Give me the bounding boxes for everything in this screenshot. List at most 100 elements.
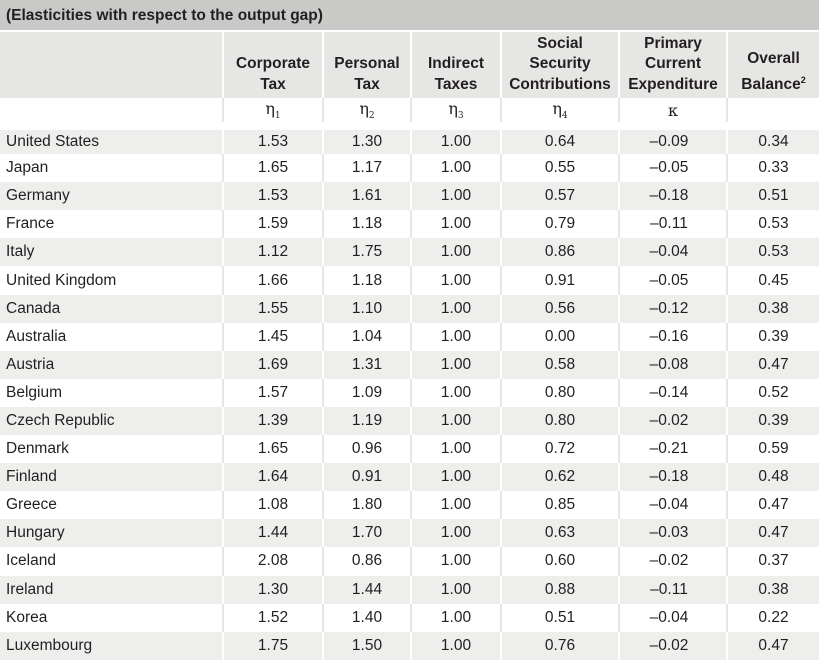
header-line: Social [537,34,583,52]
country-cell: Belgium [0,378,223,407]
value-cell: 0.37 [726,547,819,576]
value-cell: 1.30 [322,126,411,155]
value-cell: 0.64 [500,126,619,155]
header-line: Personal [334,55,400,72]
header-line: Expenditure [628,75,718,93]
value-cell: 1.17 [322,154,411,183]
value-cell: –0.03 [618,519,727,548]
symbol: η [552,98,562,118]
value-cell: 1.00 [410,154,501,183]
symbol: η [448,98,458,118]
symbol-subscript: 3 [457,111,464,122]
symbol-subscript: 4 [561,111,568,122]
value-cell: 1.00 [410,210,501,239]
value-cell: 1.19 [322,406,411,436]
indirect-taxes-header: Indirect Taxes [410,32,501,98]
value-cell: 1.00 [410,435,501,464]
value-cell: –0.16 [618,322,727,351]
value-cell: 0.39 [726,322,819,351]
symbol: η [359,98,369,118]
value-cell: –0.05 [618,154,727,183]
value-cell: 0.72 [500,435,619,464]
value-cell: 1.00 [410,406,501,436]
country-cell: Italy [0,238,223,267]
value-cell: 1.65 [222,435,323,464]
value-cell: 0.80 [500,378,619,407]
footnote-marker: 2 [800,74,806,85]
table-row: Korea 1.52 1.40 1.00 0.51 –0.04 0.22 [0,603,819,632]
value-cell: 1.53 [222,126,323,155]
country-cell: Hungary [0,519,223,548]
value-cell: 1.12 [222,238,323,267]
overall-balance-header: Overall Balance2 [726,32,819,98]
value-cell: 1.39 [222,406,323,436]
symbol: η [265,98,275,118]
value-cell: 1.08 [222,491,323,520]
value-cell: 1.65 [222,154,323,183]
value-cell: –0.04 [618,491,727,520]
header-line: Overall [747,50,800,67]
value-cell: 1.44 [222,519,323,548]
value-cell: 1.55 [222,294,323,323]
symbol-eta-3: η3 [410,98,501,130]
value-cell: –0.14 [618,378,727,407]
value-cell: 1.18 [322,266,411,295]
value-cell: –0.08 [618,350,727,379]
value-cell: 0.53 [726,210,819,239]
value-cell: 1.00 [410,547,501,576]
table-row: United Kingdom 1.66 1.18 1.00 0.91 –0.05 0.45 [0,266,819,295]
header-line: Tax [260,75,286,93]
value-cell: 0.57 [500,182,619,211]
value-cell: 1.00 [410,519,501,548]
header-line: Tax [354,75,380,93]
table-row: United States 1.53 1.30 1.00 0.64 –0.09 0.34 [0,126,819,155]
symbol-cell-empty [0,98,223,130]
table-row: Finland 1.64 0.91 1.00 0.62 –0.18 0.48 [0,463,819,492]
value-cell: 1.75 [322,238,411,267]
value-cell: 0.47 [726,631,819,660]
value-cell: 0.80 [500,406,619,436]
value-cell: 0.38 [726,294,819,323]
header-line: Contributions [509,75,611,93]
value-cell: 1.53 [222,182,323,211]
table-caption: (Elasticities with respect to the output… [0,0,819,32]
value-cell: 1.59 [222,210,323,239]
value-cell: 0.86 [322,547,411,576]
value-cell: 0.59 [726,435,819,464]
value-cell: 0.56 [500,294,619,323]
value-cell: –0.21 [618,435,727,464]
value-cell: 0.85 [500,491,619,520]
personal-tax-header: Personal Tax [322,32,411,98]
value-cell: 1.40 [322,603,411,632]
value-cell: 0.62 [500,463,619,492]
table-row: Austria 1.69 1.31 1.00 0.58 –0.08 0.47 [0,350,819,379]
value-cell: –0.18 [618,182,727,211]
value-cell: 1.44 [322,575,411,604]
value-cell: 1.57 [222,378,323,407]
value-cell: 1.75 [222,631,323,660]
primary-expenditure-header: Primary Current Expenditure [618,32,727,98]
table-row: Luxembourg 1.75 1.50 1.00 0.76 –0.02 0.47 [0,631,819,660]
value-cell: 1.80 [322,491,411,520]
value-cell: 0.91 [322,463,411,492]
value-cell: 1.00 [410,631,501,660]
value-cell: 2.08 [222,547,323,576]
symbol-eta-2: η2 [322,98,411,130]
value-cell: 1.00 [410,603,501,632]
value-cell: 0.33 [726,154,819,183]
table-row: Japan 1.65 1.17 1.00 0.55 –0.05 0.33 [0,154,819,183]
value-cell: 0.53 [726,238,819,267]
symbol-row: η1 η2 η3 η4 κ [0,98,819,130]
value-cell: 0.47 [726,350,819,379]
country-cell: Luxembourg [0,631,223,660]
country-cell: Korea [0,603,223,632]
value-cell: –0.02 [618,547,727,576]
country-cell: Greece [0,491,223,520]
value-cell: –0.04 [618,603,727,632]
country-cell: France [0,210,223,239]
value-cell: 1.00 [410,575,501,604]
value-cell: 0.47 [726,491,819,520]
value-cell: 1.70 [322,519,411,548]
value-cell: 0.34 [726,126,819,155]
value-cell: 0.00 [500,322,619,351]
